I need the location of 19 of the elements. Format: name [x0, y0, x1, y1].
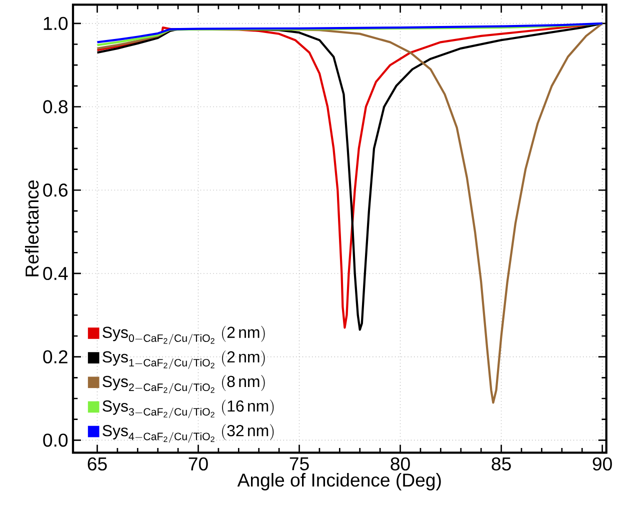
x-axis-title: Angle of Incidence (Deg) [237, 473, 441, 490]
legend-label: $\mathrm{Sys}_{\mathrm{1-CaF_2/Cu/TiO_2}}\ \mathrm{(2\,nm)}$ [102, 350, 265, 370]
x-tick-label: 80 [390, 457, 410, 471]
x-tick-label: 90 [592, 457, 612, 471]
y-tick-label: 0.8 [43, 100, 68, 114]
legend-label: $\mathrm{Sys}_{\mathrm{0-CaF_2/Cu/TiO_2}}\ \mathrm{(2\,nm)}$ [102, 326, 265, 344]
y-tick-label: 1.0 [44, 16, 68, 30]
y-tick-label: 0.6 [43, 184, 68, 197]
y-tick-label: 0.0 [43, 434, 68, 447]
x-tick-label: 75 [290, 457, 309, 470]
y-axis-title: Reflectance [24, 180, 39, 276]
y-tick-label: 0.4 [43, 266, 68, 280]
legend-label: $\mathrm{Sys}_{\mathrm{4-CaF_2/Cu/TiO_2}}\ \mathrm{(32\,nm)}$ [102, 424, 274, 443]
y-tick-label: 0.2 [43, 350, 68, 364]
legend-label: $\mathrm{Sys}_{\mathrm{3-CaF_2/Cu/TiO_2}}\ \mathrm{(16\,nm)}$ [102, 400, 274, 418]
x-tick-label: 70 [188, 457, 208, 471]
x-tick-label: 65 [88, 457, 107, 471]
x-tick-label: 85 [492, 457, 511, 471]
legend-label: $\mathrm{Sys}_{\mathrm{2-CaF_2/Cu/TiO_2}}\ \mathrm{(8\,nm)}$ [102, 375, 265, 394]
